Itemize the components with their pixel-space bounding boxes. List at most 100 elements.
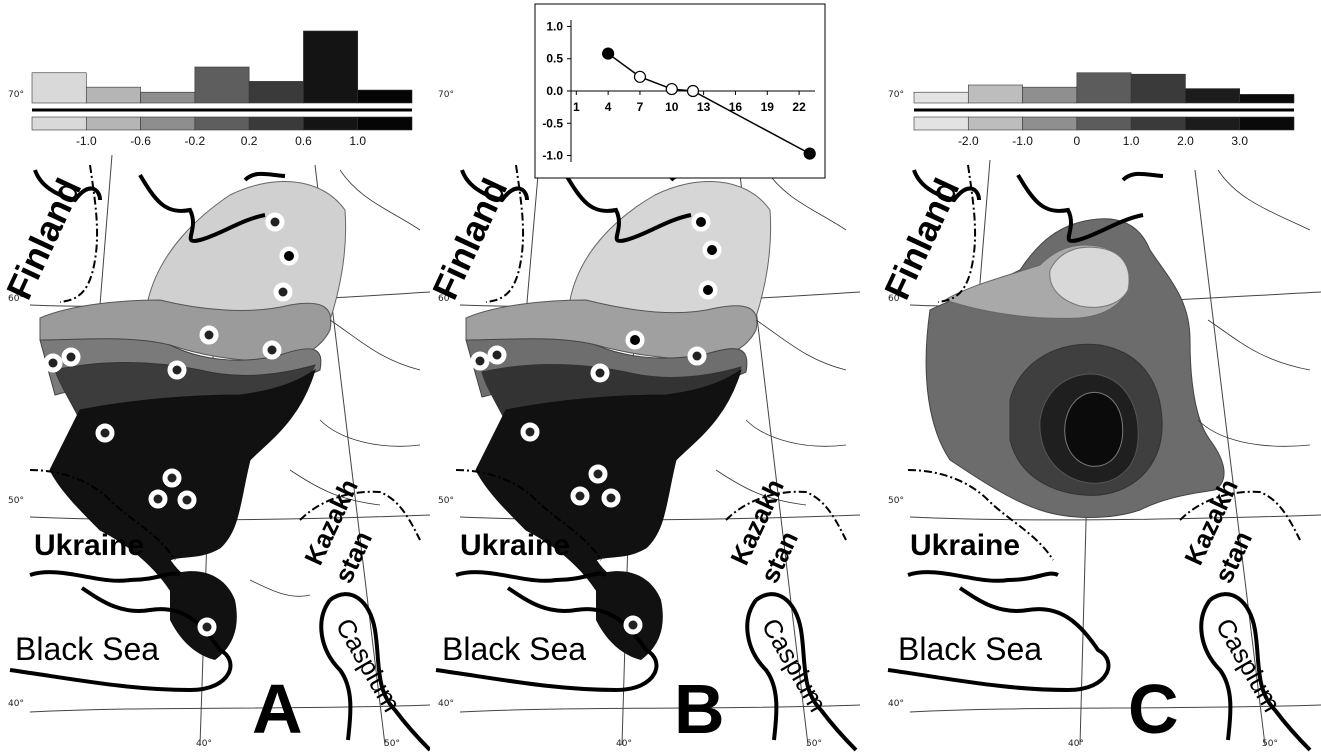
finland-label: Finland [876,172,967,305]
finland-label: Finland [430,172,515,305]
lat-50-label: 50° [438,496,454,506]
sample-point [284,251,294,261]
panel-letter-b: B [674,670,725,748]
sample-point [172,365,182,375]
legend-histogram-c: -2.0 -1.0 0 1.0 2.0 3.0 [913,72,1295,148]
histogram-bar [85,86,141,104]
finland-label: Finland [0,172,89,305]
lat-60-label: 60° [8,294,24,304]
lat-40-label: 40° [8,699,24,709]
inset-chart-plot: 1.0 0.5 0.0 -0.5 -1.0 1 4 7 10 13 16 19 22 [542,19,816,163]
contour-map-a [39,181,347,660]
panel-a: -1.0 -0.6 -0.2 0.2 0.6 1.0 70° 60° 50° 40° 40… [0,0,430,753]
sample-point [204,330,214,340]
legend-swatch [140,116,196,131]
legend-tick-label: -0.6 [130,134,151,148]
sample-point [628,620,638,630]
histogram-bar [357,89,413,104]
sample-point [182,495,192,505]
legend-tick-label: -1.0 [1012,134,1033,148]
histogram-bar [1022,86,1078,104]
legend-swatch [1185,116,1241,131]
inset-x-tick-label: 7 [637,100,644,114]
inset-x-tick-label: 22 [792,100,806,114]
sample-point [167,473,177,483]
sample-point [692,351,702,361]
map-c: -2.0 -1.0 0 1.0 2.0 3.0 70° 60° 50° 40° 40° 5… [876,72,1321,752]
contour-map-c [925,218,1225,518]
rivers-c [1197,169,1311,447]
caspium-label: Caspium [1210,613,1287,717]
legend-tick-label: -0.2 [185,134,206,148]
lat-40-label: 40° [438,699,454,709]
legend-tick-label: 1.0 [349,134,366,148]
legend-swatch [31,116,87,131]
ukraine-label: Ukraine [460,529,570,562]
borders-a [29,164,421,561]
black-sea-label: Black Sea [442,631,586,667]
legend-tick-label: 2.0 [1177,134,1194,148]
sample-point [153,494,163,504]
legend-swatch [85,116,141,131]
inset-y-tick-label: -0.5 [542,116,563,130]
sample-point [475,356,485,366]
panel-letter-c: C [1128,670,1179,748]
rivers-b [715,169,847,506]
sample-point [48,358,58,368]
legend-swatch [194,116,250,131]
histogram-bar [913,91,969,104]
sample-point [100,428,110,438]
lat-70-label: 70° [8,90,24,100]
lat-60-label: 60° [438,294,454,304]
sample-point [270,217,280,227]
panel-b: 70° 60° 50° 40° 40° 50° [430,0,860,753]
black-sea-label: Black Sea [15,631,159,667]
sample-point [492,350,502,360]
lat-70-label: 70° [438,90,454,100]
legend-tick-label: 0 [1074,134,1081,148]
inset-y-tick-label: 0.5 [546,52,563,66]
inset-chart: 1.0 0.5 0.0 -0.5 -1.0 1 4 7 10 13 16 19 22 [534,3,826,179]
map-b: 70° 60° 50° 40° 40° 50° [430,3,860,752]
inset-data-point [686,84,700,98]
histogram-bar [967,84,1023,104]
lon-40-label: 40° [1068,739,1084,749]
lat-60-label: 60° [888,294,904,304]
sample-point [707,245,717,255]
legend-swatch [1076,116,1132,131]
lon-40-label: 40° [196,739,212,749]
inset-data-point [665,82,678,96]
sample-point [696,217,706,227]
borders-c [907,164,1301,561]
histogram-bar [194,66,250,104]
histogram-bar [140,91,196,104]
legend-tick-label: 0.2 [241,134,258,148]
histogram-bar [31,72,87,104]
sample-point [66,352,76,362]
inset-y-tick-label: 0.0 [546,84,563,98]
legend-swatch [248,116,304,131]
lon-40-label: 40° [616,739,632,749]
inset-data-point [602,47,615,60]
histogram-bar [1130,73,1186,104]
inset-y-tick-label: -1.0 [542,149,563,163]
sample-point [525,427,535,437]
legend-swatch [913,116,969,131]
legend-swatch [967,116,1023,131]
panel-c: -2.0 -1.0 0 1.0 2.0 3.0 70° 60° 50° 40° 40° 5… [870,0,1321,753]
lat-70-label: 70° [888,90,904,100]
black-sea-label: Black Sea [898,631,1042,667]
sample-point [202,622,212,632]
inset-y-tick-label: 1.0 [546,19,563,33]
sample-point [267,345,277,355]
borders-b [455,164,847,561]
inset-x-tick-label: 13 [697,100,711,114]
legend-swatch [303,116,359,131]
histogram-bar [1185,88,1241,104]
legend-histogram-a: -1.0 -0.6 -0.2 0.2 0.6 1.0 [31,30,413,148]
lon-50-label: 50° [384,739,400,749]
sample-point [606,493,616,503]
ukraine-label: Ukraine [910,529,1020,562]
panel-letter-a: A [252,670,303,748]
legend-swatch [357,116,413,131]
